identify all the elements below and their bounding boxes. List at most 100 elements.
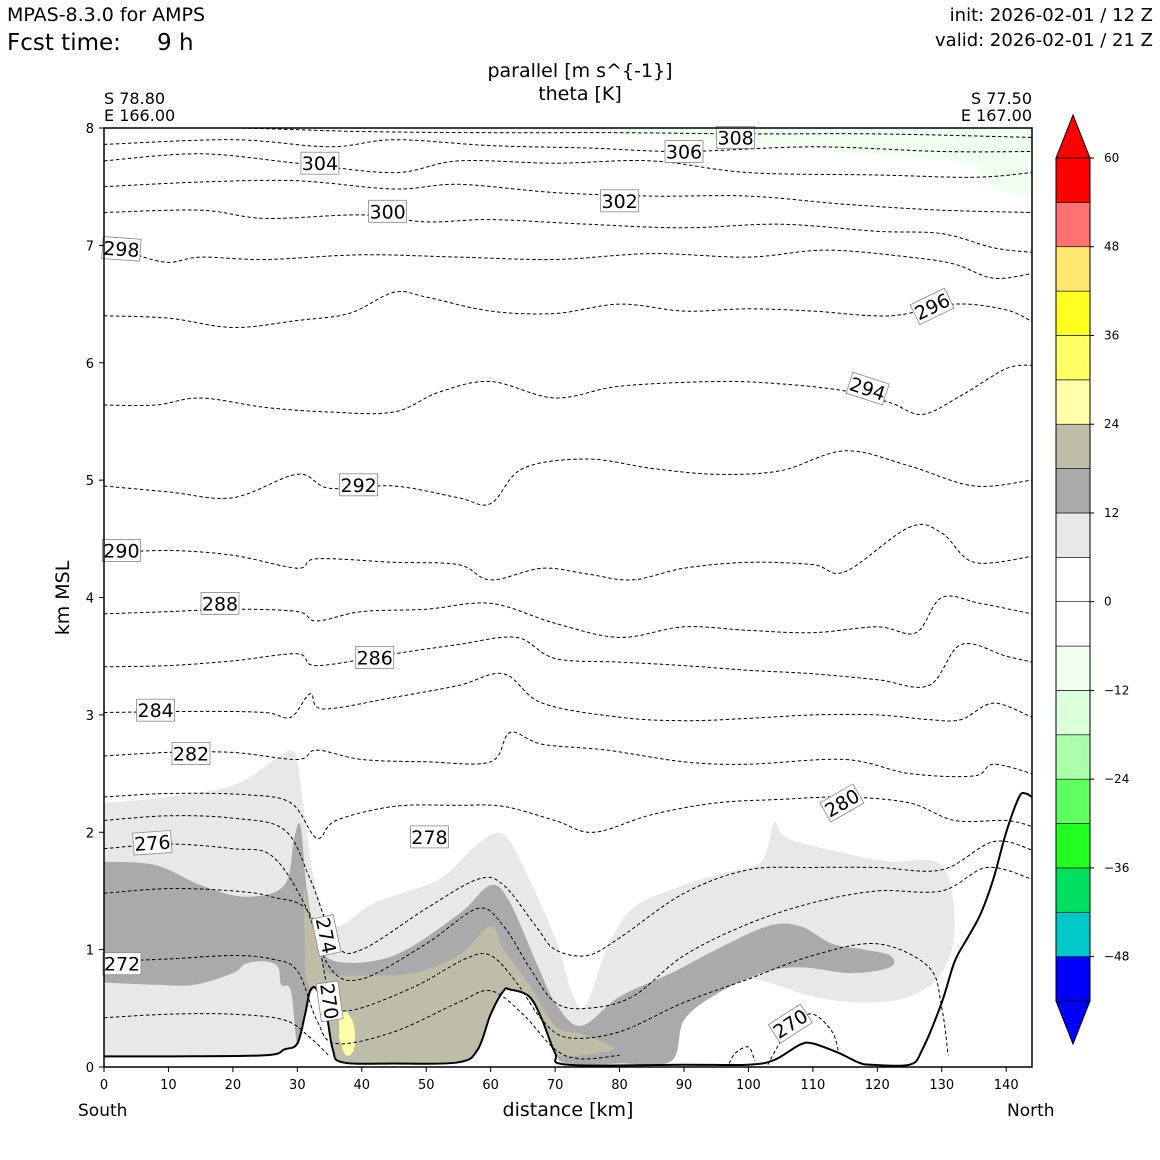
theta-contour-304 <box>104 153 1032 178</box>
x-tick-label: 30 <box>289 1078 306 1093</box>
fcst-time-value: 9 h <box>157 30 194 56</box>
x-tick-label: 0 <box>100 1078 108 1093</box>
contour-label-278: 278 <box>409 825 449 849</box>
theta-contour-276 <box>104 843 1032 1010</box>
theta-contour-294 <box>104 364 1032 415</box>
theta-contour-292 <box>104 450 1032 506</box>
x-tick-label: 80 <box>611 1078 628 1093</box>
contour-label-text: 286 <box>357 647 393 669</box>
contour-label-text: 292 <box>340 475 376 497</box>
x-tick-label: 140 <box>994 1078 1019 1093</box>
contour-label-box <box>409 825 449 849</box>
y-tick-label: 6 <box>86 357 94 372</box>
right-end-lon: E 167.00 <box>960 106 1032 125</box>
contour-label-box <box>200 592 240 615</box>
contour-label-text: 304 <box>302 153 338 175</box>
chart-title-line1: parallel [m s^{-1}] <box>487 60 673 82</box>
contour-label-280: 280 <box>819 783 865 823</box>
colorbar-tick-label: 12 <box>1104 506 1119 520</box>
right-end-lat: S 77.50 <box>970 89 1032 108</box>
south-label: South <box>78 1101 128 1121</box>
contour-label-box <box>355 646 395 669</box>
colorbar-segment <box>1055 468 1091 514</box>
x-axis-label: distance [km] <box>502 1099 634 1121</box>
model-title: MPAS-8.3.0 for AMPS <box>7 4 206 26</box>
axes: 0 10 20 30 40 50 60 70 80 90 100 110 120 130 140 0 1 2 3 4 5… <box>86 122 1019 1093</box>
theta-contour-290 <box>104 523 1032 581</box>
x-tick-label: 70 <box>547 1078 564 1093</box>
shading-region--12--6 <box>529 128 1032 196</box>
theta-contour-270a <box>104 1013 330 1057</box>
contour-label-box <box>716 125 755 149</box>
contour-label-text: 308 <box>717 127 753 149</box>
y-tick-label: 7 <box>86 239 94 254</box>
x-tick-label: 130 <box>929 1078 954 1093</box>
contour-label-302: 302 <box>600 189 639 213</box>
contour-label-288: 288 <box>200 592 240 615</box>
y-tick-label: 8 <box>86 122 94 137</box>
contour-label-284: 284 <box>136 698 176 722</box>
colorbar-segment <box>1055 290 1091 336</box>
contour-label-298: 298 <box>101 236 142 262</box>
contour-label-box <box>909 287 955 326</box>
contour-label-text: 298 <box>102 238 140 262</box>
contour-label-308: 308 <box>716 125 755 149</box>
contour-label-text: 294 <box>847 373 888 405</box>
contour-label-276: 276 <box>132 830 173 856</box>
y-axis-label: km MSL <box>52 560 74 636</box>
colorbar-segment <box>1055 956 1091 1002</box>
contour-label-box <box>171 742 211 765</box>
colorbar-segment <box>1055 335 1091 381</box>
colorbar-tick-label: 60 <box>1104 151 1119 165</box>
x-tick-label: 120 <box>865 1078 890 1093</box>
colorbar-tick-label: 48 <box>1104 240 1119 254</box>
contour-labels: 3083063043023002982962942922902882862842… <box>101 125 955 1044</box>
contour-label-box <box>102 952 142 976</box>
colorbar-segment <box>1055 202 1091 248</box>
colorbar-segment <box>1055 601 1091 647</box>
y-tick-label: 4 <box>86 592 94 607</box>
contour-label-text: 270 <box>770 1005 812 1043</box>
contour-label-box <box>845 371 890 406</box>
contour-label-text: 290 <box>103 541 139 563</box>
wind-shading <box>104 128 1032 1065</box>
contour-label-box <box>136 698 176 722</box>
contour-label-282: 282 <box>171 742 211 766</box>
colorbar-segment <box>1055 379 1091 425</box>
colorbar-segment <box>1055 645 1091 691</box>
contour-label-box <box>101 236 142 262</box>
y-tick-label: 0 <box>86 1061 94 1076</box>
colorbar-tick-label: 24 <box>1104 417 1119 431</box>
contour-label-300: 300 <box>368 199 408 223</box>
theta-contour-296 <box>104 290 1032 329</box>
contour-label-270: 270 <box>767 1003 813 1044</box>
y-tick-label: 2 <box>86 826 94 841</box>
colorbar-segment <box>1055 157 1091 203</box>
contour-label-box <box>664 140 704 163</box>
colorbar-segment <box>1055 690 1091 736</box>
colorbar-segment <box>1055 557 1091 602</box>
colorbar-segment <box>1055 423 1091 469</box>
colorbar-tick-label: −12 <box>1104 683 1129 697</box>
colorbar-segment <box>1055 734 1091 780</box>
contour-label-text: 282 <box>173 744 209 766</box>
theta-contour-284 <box>104 672 1032 722</box>
theta-contour-286 <box>104 636 1032 688</box>
y-tick-label: 5 <box>86 474 94 489</box>
contour-label-box <box>315 980 344 1023</box>
colorbar-segment <box>1055 778 1091 824</box>
terrain-profile <box>104 791 1032 1067</box>
contour-label-text: 284 <box>137 700 173 722</box>
shading-region-24-30 <box>339 1010 356 1056</box>
theta-contour-288 <box>104 595 1032 638</box>
contour-label-text: 276 <box>134 832 172 856</box>
contour-label-274: 274 <box>311 914 342 957</box>
contour-label-306: 306 <box>664 140 704 164</box>
contour-label-box <box>311 914 342 957</box>
contour-label-286: 286 <box>355 646 395 669</box>
contour-label-box <box>300 151 340 175</box>
colorbar-segment <box>1055 246 1091 292</box>
contour-label-270: 270 <box>315 980 344 1023</box>
colorbar-tick-label: −36 <box>1104 861 1129 875</box>
colorbar-tick-label: −48 <box>1104 950 1129 964</box>
